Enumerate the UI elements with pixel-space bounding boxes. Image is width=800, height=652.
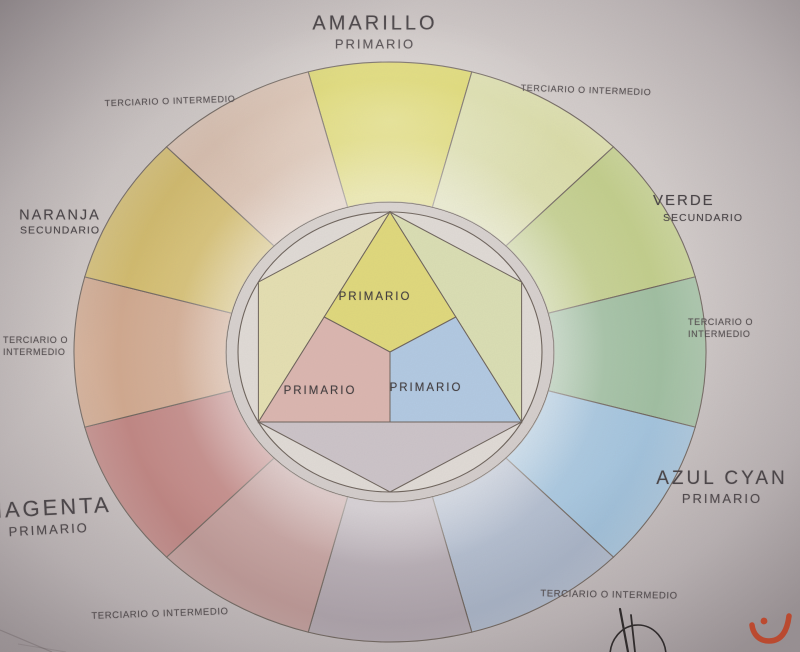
label-verde-title: VERDE [653, 192, 715, 209]
label-amarillo-sub: PRIMARIO [334, 36, 416, 52]
label-terciario-right: TERCIARIO O INTERMEDIO [688, 316, 753, 340]
label-terciario-left-line2: INTERMEDIO [3, 347, 66, 358]
label-naranja: NARANJA SECUNDARIO [19, 206, 101, 237]
label-terciario-left-line1: TERCIARIO O [3, 335, 69, 345]
label-terciario-left: TERCIARIO O INTERMEDIO [3, 334, 68, 358]
label-azul-cyan-sub: PRIMARIO [681, 490, 763, 506]
label-primario-amarillo: PRIMARIO [338, 291, 412, 303]
label-azul-cyan-title: AZUL CYAN [656, 468, 788, 489]
label-primario-cyan: PRIMARIO [389, 382, 463, 394]
label-verde-sub: SECUNDARIO [663, 212, 744, 225]
label-naranja-sub: SECUNDARIO [19, 224, 100, 237]
page-corner-marks [0, 629, 67, 652]
label-azul-cyan: AZUL CYAN PRIMARIO [656, 467, 788, 507]
label-naranja-title: NARANJA [19, 207, 101, 224]
label-terciario-right-line1: TERCIARIO O [688, 317, 754, 327]
brand-glyph [749, 613, 792, 644]
label-primario-magenta: PRIMARIO [283, 385, 357, 397]
label-terciario-right-line2: INTERMEDIO [688, 329, 751, 340]
label-amarillo-title: AMARILLO [312, 12, 438, 35]
label-magenta: MAGENTA PRIMARIO [0, 491, 113, 541]
label-amarillo: AMARILLO PRIMARIO [312, 11, 437, 52]
label-verde: VERDE SECUNDARIO [653, 191, 743, 225]
signature-mark [609, 607, 667, 652]
